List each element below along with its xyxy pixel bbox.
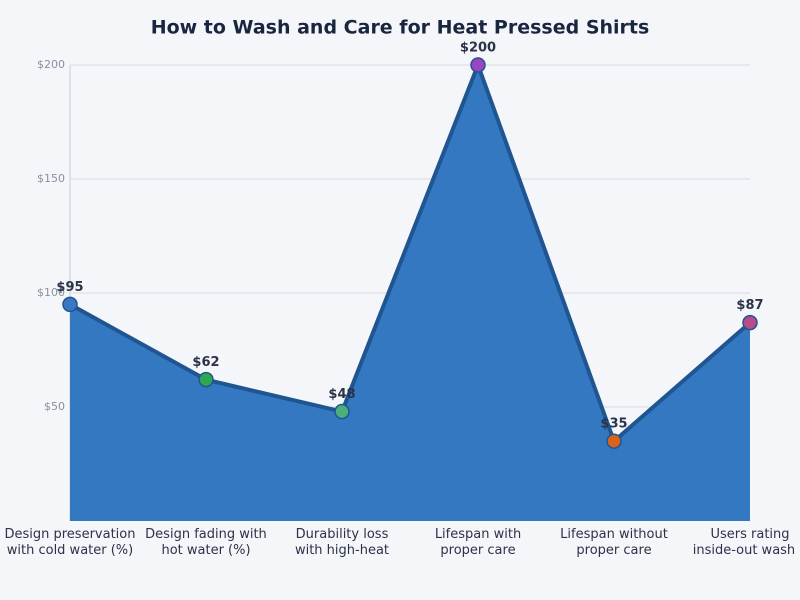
area bbox=[70, 65, 750, 521]
value-label: $95 bbox=[56, 280, 83, 295]
x-tick-label: Durability loss with high-heat bbox=[295, 527, 389, 558]
marker bbox=[62, 296, 78, 313]
x-tick-label: Users rating inside-out wash a bbox=[693, 527, 800, 558]
line bbox=[69, 63, 752, 444]
value-label: $87 bbox=[736, 298, 763, 313]
marker bbox=[334, 403, 350, 420]
x-tick-label: Design preservation with cold water (%) bbox=[4, 527, 135, 558]
marker bbox=[606, 433, 622, 449]
x-tick-label: Lifespan with proper care bbox=[435, 527, 521, 558]
value-label: $200 bbox=[460, 41, 496, 56]
y-tick-label: $50 bbox=[44, 400, 65, 413]
marker bbox=[198, 371, 214, 388]
marker bbox=[470, 57, 486, 73]
y-tick-label: $150 bbox=[37, 172, 65, 185]
x-tick-label: Design fading with hot water (%) bbox=[145, 527, 267, 558]
chart-title: How to Wash and Care for Heat Pressed Sh… bbox=[151, 17, 650, 39]
value-label: $48 bbox=[328, 387, 355, 402]
y-tick-label: $200 bbox=[37, 58, 65, 71]
x-tick-label: Lifespan without proper care bbox=[560, 527, 668, 558]
y-tick-label: $100 bbox=[37, 286, 65, 299]
value-label: $35 bbox=[600, 417, 627, 432]
value-label: $62 bbox=[192, 355, 219, 370]
marker bbox=[742, 314, 758, 331]
